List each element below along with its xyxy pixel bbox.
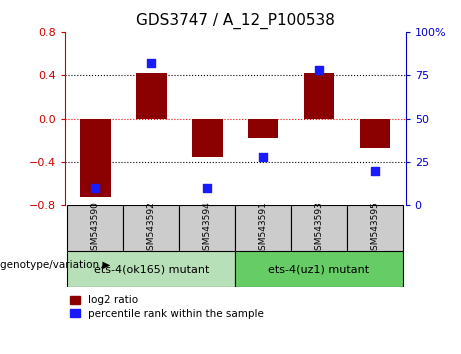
- Bar: [235, 251, 403, 287]
- Point: [371, 168, 378, 173]
- Bar: [192, 119, 223, 156]
- Bar: [67, 205, 123, 251]
- Bar: [360, 119, 390, 148]
- Point: [203, 185, 211, 191]
- Legend: log2 ratio, percentile rank within the sample: log2 ratio, percentile rank within the s…: [70, 296, 264, 319]
- Bar: [179, 205, 235, 251]
- Text: ets-4(ok165) mutant: ets-4(ok165) mutant: [94, 264, 209, 274]
- Bar: [123, 205, 179, 251]
- Point: [315, 67, 323, 73]
- Text: ets-4(uz1) mutant: ets-4(uz1) mutant: [268, 264, 370, 274]
- Text: GSM543595: GSM543595: [371, 201, 379, 256]
- Title: GDS3747 / A_12_P100538: GDS3747 / A_12_P100538: [136, 13, 335, 29]
- Bar: [291, 205, 347, 251]
- Bar: [304, 73, 334, 119]
- Bar: [248, 119, 278, 138]
- Point: [148, 60, 155, 66]
- Bar: [347, 205, 403, 251]
- Bar: [80, 119, 111, 197]
- Bar: [235, 205, 291, 251]
- Text: GSM543593: GSM543593: [314, 201, 324, 256]
- Text: GSM543592: GSM543592: [147, 201, 156, 256]
- Point: [260, 154, 267, 160]
- Point: [92, 185, 99, 191]
- Bar: [136, 73, 166, 119]
- Text: GSM543594: GSM543594: [203, 201, 212, 256]
- Text: GSM543591: GSM543591: [259, 201, 267, 256]
- Bar: [67, 251, 235, 287]
- Text: GSM543590: GSM543590: [91, 201, 100, 256]
- Text: genotype/variation ▶: genotype/variation ▶: [0, 261, 110, 270]
